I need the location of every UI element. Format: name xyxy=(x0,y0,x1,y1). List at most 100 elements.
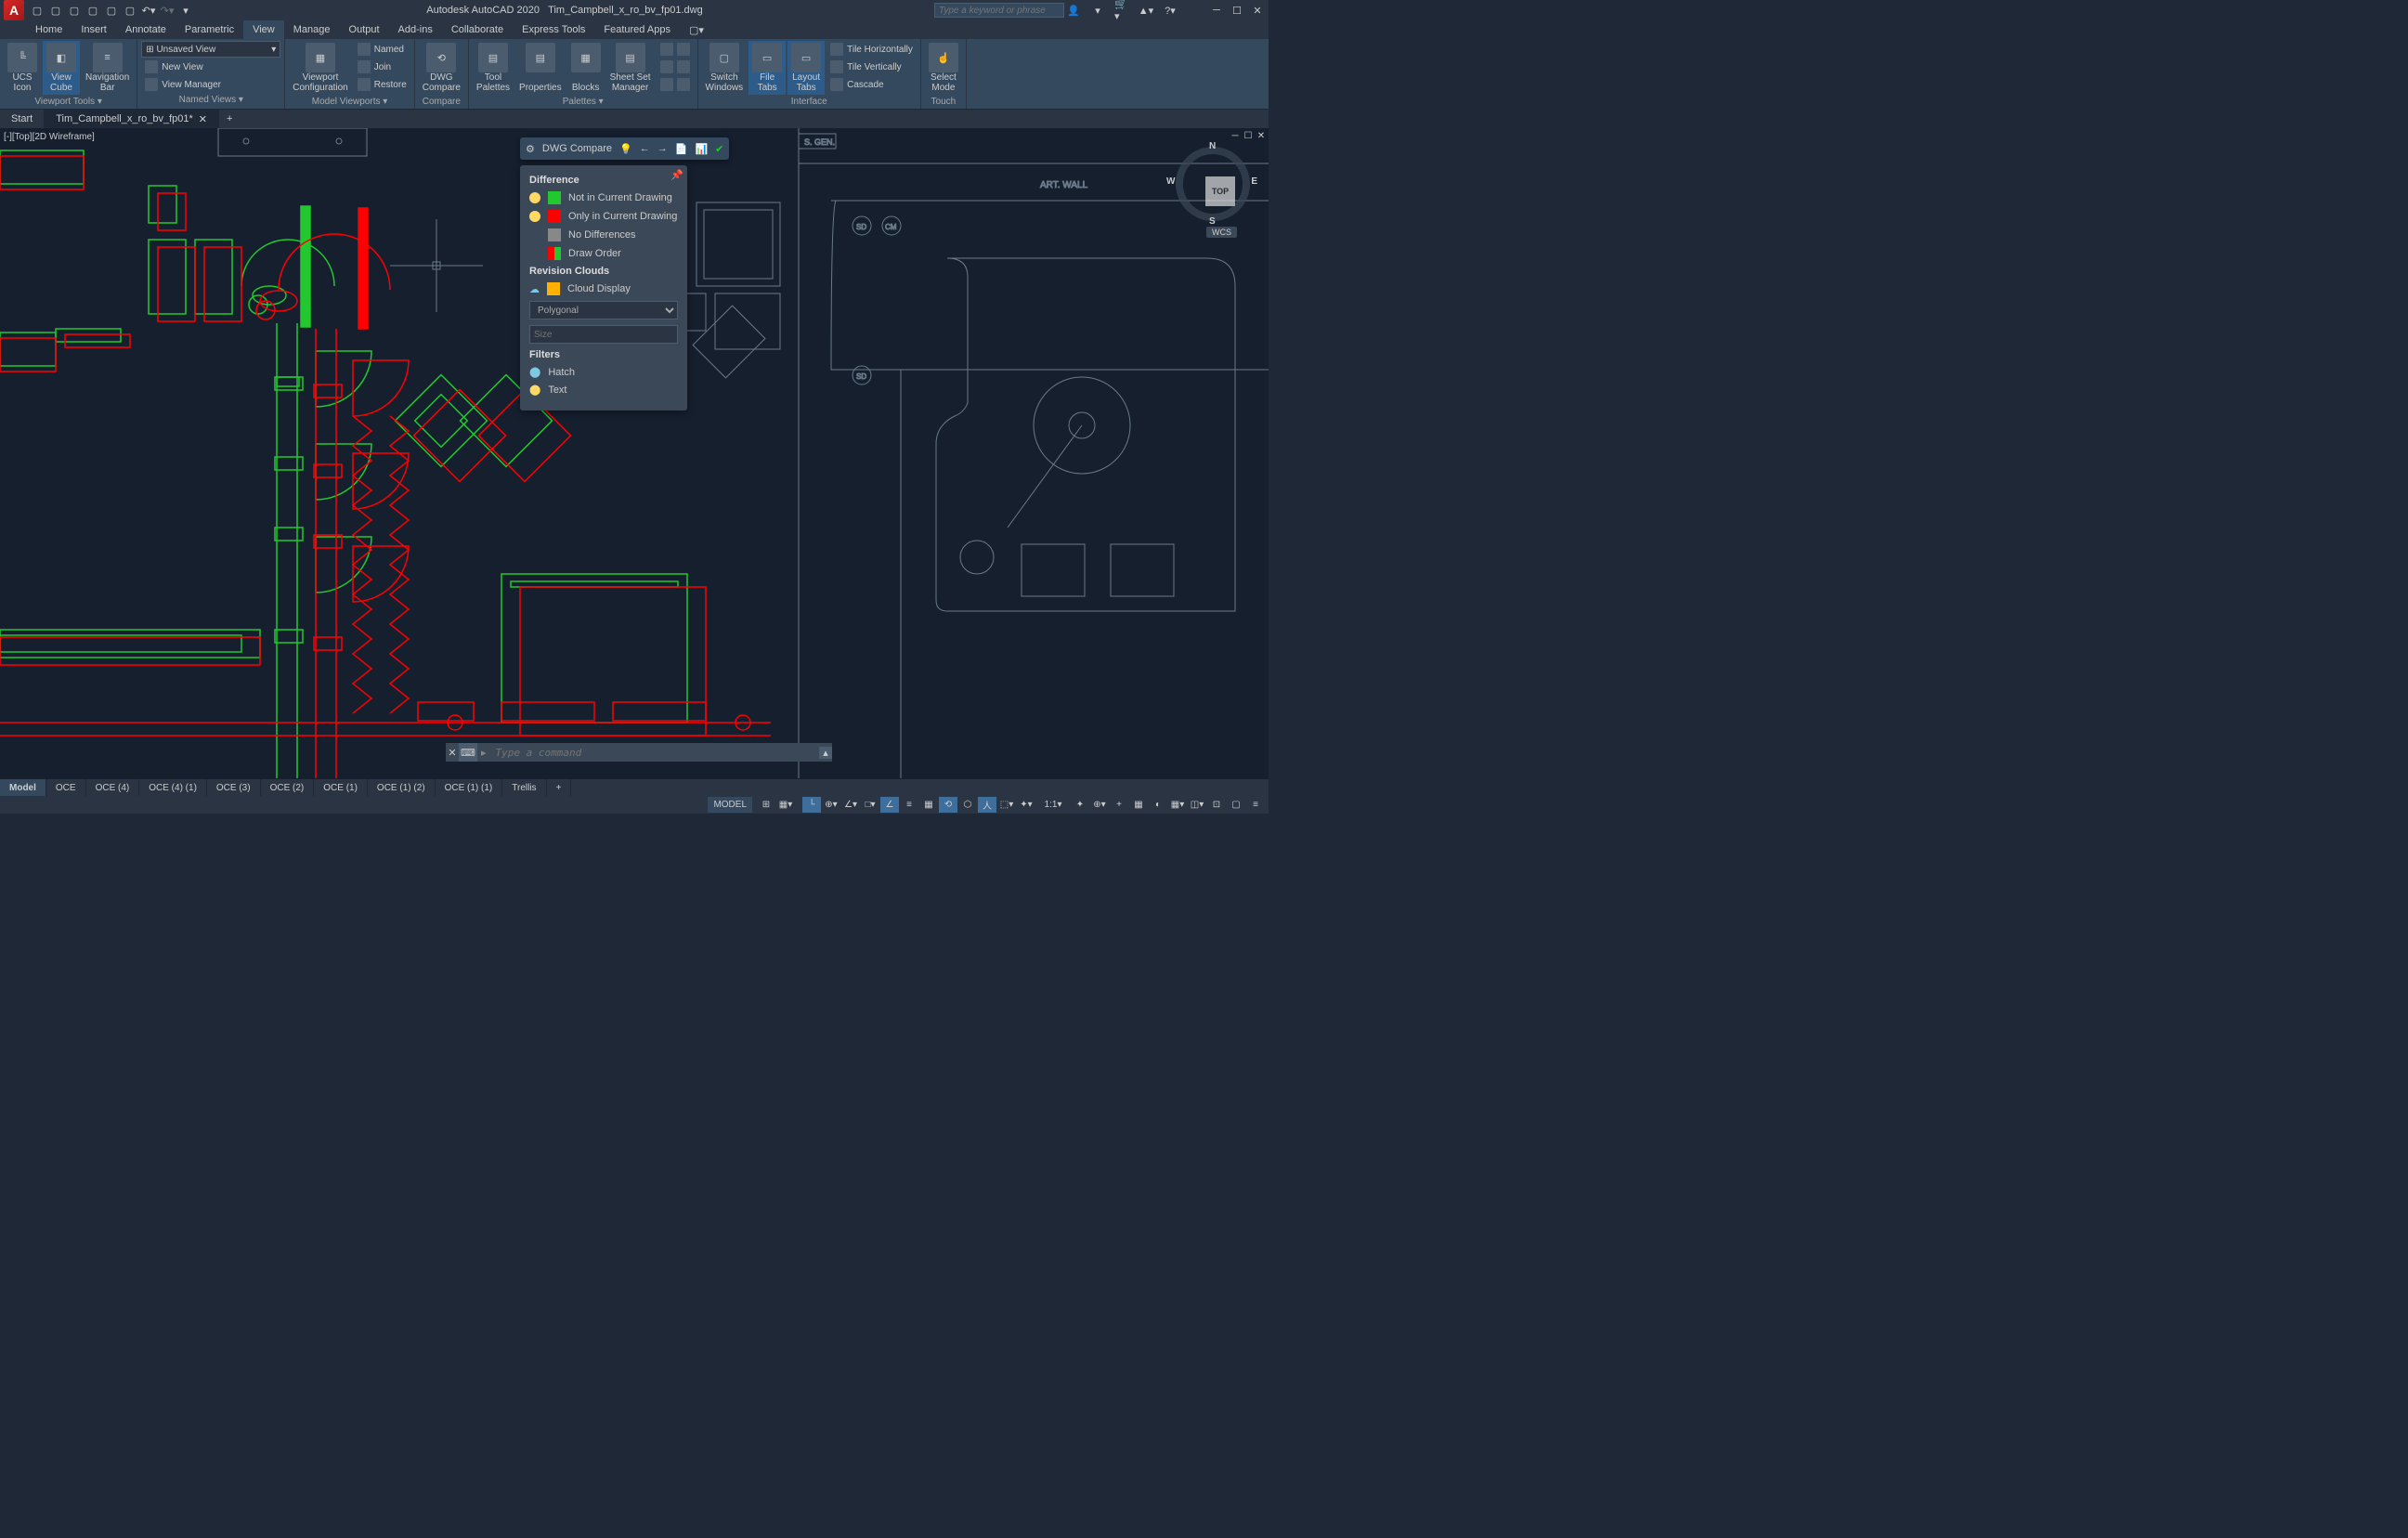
anno-vis-icon[interactable]: ✦ xyxy=(1071,797,1089,813)
bulb-icon[interactable] xyxy=(529,211,540,222)
layout-tab[interactable]: OCE (1) (2) xyxy=(368,779,436,796)
filter-icon[interactable]: ⬤ xyxy=(529,384,540,396)
viewport-config-button[interactable]: ▦ViewportConfiguration xyxy=(289,41,351,95)
layout-tab[interactable]: OCE (4) xyxy=(86,779,140,796)
layout-tab[interactable]: OCE (1) (1) xyxy=(436,779,503,796)
cmd-prompt-icon[interactable]: ⌨ xyxy=(459,743,477,762)
menu-tab-view[interactable]: View xyxy=(243,20,284,39)
qat-new-icon[interactable]: ▢ xyxy=(30,3,45,18)
panel-label[interactable]: Viewport Tools ▾ xyxy=(4,95,133,109)
gizmo-icon[interactable]: ✦▾ xyxy=(1017,797,1035,813)
window-minimize-button[interactable]: ─ xyxy=(1209,3,1224,18)
panel-label[interactable]: Named Views ▾ xyxy=(141,93,280,107)
next-arrow-icon[interactable]: → xyxy=(657,143,668,154)
quick-props-icon[interactable]: ◐ xyxy=(1149,797,1167,813)
help-icon[interactable]: ?▾ xyxy=(1163,3,1178,18)
layout-tabs-button[interactable]: ▭LayoutTabs xyxy=(787,41,825,95)
qat-plot-icon[interactable]: ▢ xyxy=(104,3,119,18)
menu-tab-extra[interactable]: ▢▾ xyxy=(680,20,713,39)
model-badge[interactable]: MODEL xyxy=(708,797,752,813)
menu-tab-parametric[interactable]: Parametric xyxy=(176,20,243,39)
layout-tab[interactable]: Model xyxy=(0,779,46,796)
view-manager-button[interactable]: View Manager xyxy=(141,76,280,93)
search-input[interactable] xyxy=(934,3,1064,18)
hw-accel-icon[interactable]: ⊡ xyxy=(1207,797,1226,813)
app-menu-icon[interactable]: ▲▾ xyxy=(1139,3,1153,18)
signin-icon[interactable]: 👤 xyxy=(1066,3,1081,18)
panel-label[interactable]: Model Viewports ▾ xyxy=(289,95,410,109)
pin-icon[interactable]: 📌 xyxy=(670,169,683,181)
file-tab-add-button[interactable]: + xyxy=(219,110,240,128)
menu-tab-annotate[interactable]: Annotate xyxy=(116,20,176,39)
sel-filter-icon[interactable]: ⬚▾ xyxy=(997,797,1016,813)
app-logo[interactable]: A xyxy=(4,0,24,20)
palette-sm-2[interactable] xyxy=(657,59,694,75)
customize-icon[interactable]: ≡ xyxy=(1246,797,1265,813)
cloud-icon[interactable]: ☁ xyxy=(529,283,540,295)
units-icon[interactable]: ▦ xyxy=(1129,797,1148,813)
select-mode-button[interactable]: ☝SelectMode xyxy=(925,41,962,95)
anno-monitor-icon[interactable]: + xyxy=(1110,797,1128,813)
qat-saveas-icon[interactable]: ▢ xyxy=(85,3,100,18)
dwg-compare-toolbar[interactable]: ⚙ DWG Compare 💡 ← → 📄 📊 ✔ xyxy=(520,137,729,160)
anno-scale[interactable]: 1:1▾ xyxy=(1036,797,1070,813)
check-icon[interactable]: ✔ xyxy=(715,143,723,155)
blocks-button[interactable]: ▦Blocks xyxy=(567,41,605,95)
file-tab-doc[interactable]: Tim_Campbell_x_ro_bv_fp01*✕ xyxy=(45,110,219,128)
account-icon[interactable]: ▾ xyxy=(1090,3,1105,18)
command-input[interactable] xyxy=(490,747,819,759)
prev-arrow-icon[interactable]: ← xyxy=(640,143,650,154)
window-maximize-button[interactable]: ☐ xyxy=(1230,3,1244,18)
polar-icon[interactable]: ⊕▾ xyxy=(822,797,840,813)
cart-icon[interactable]: 🛒▾ xyxy=(1114,3,1129,18)
qat-open-icon[interactable]: ▢ xyxy=(48,3,63,18)
cycling-icon[interactable]: ⟲ xyxy=(939,797,957,813)
cloud-shape-select[interactable]: Polygonal xyxy=(529,301,678,319)
layout-tab[interactable]: OCE (4) (1) xyxy=(139,779,207,796)
tile-h-button[interactable]: Tile Horizontally xyxy=(827,41,917,58)
gear-icon[interactable]: ⚙ xyxy=(526,143,535,155)
layout-tab-add[interactable]: + xyxy=(547,779,572,796)
menu-tab-express-tools[interactable]: Express Tools xyxy=(513,20,594,39)
close-icon[interactable]: ✕ xyxy=(199,113,207,125)
filter-icon[interactable]: ⬤ xyxy=(529,366,540,378)
ucs-icon-button[interactable]: ╚UCSIcon xyxy=(4,41,41,95)
window-close-button[interactable]: ✕ xyxy=(1250,3,1265,18)
layout-tab[interactable]: OCE (2) xyxy=(261,779,315,796)
grid-icon[interactable]: ⊞ xyxy=(757,797,775,813)
menu-tab-home[interactable]: Home xyxy=(26,20,72,39)
color-swatch[interactable] xyxy=(548,210,561,223)
qat-redo-icon[interactable]: ↷▾ xyxy=(160,3,175,18)
view-cube-button[interactable]: ◧ViewCube xyxy=(43,41,80,95)
dyn-ucs-icon[interactable]: 人 xyxy=(978,797,996,813)
ortho-icon[interactable]: └ xyxy=(802,797,821,813)
layout-tab[interactable]: OCE (3) xyxy=(207,779,261,796)
otrack-icon[interactable]: ∠ xyxy=(880,797,899,813)
drawing-area[interactable]: [-][Top][2D Wireframe] S. GEN. ART. WALL… xyxy=(0,128,1269,778)
viewcube-face[interactable]: TOP xyxy=(1205,176,1235,206)
lineweight-icon[interactable]: ≡ xyxy=(900,797,918,813)
qat-undo-icon[interactable]: ↶▾ xyxy=(141,3,156,18)
restore-vp-button[interactable]: Restore xyxy=(354,76,410,93)
qat-more-icon[interactable]: ▾ xyxy=(178,3,193,18)
lock-ui-icon[interactable]: ▦▾ xyxy=(1168,797,1187,813)
vp-minimize-button[interactable]: ─ xyxy=(1230,130,1241,141)
viewcube-w[interactable]: W xyxy=(1166,176,1175,187)
layout-tab[interactable]: Trellis xyxy=(502,779,546,796)
color-swatch[interactable] xyxy=(547,282,560,295)
command-line[interactable]: ✕ ⌨ ▸ ▴ xyxy=(446,743,832,762)
cmd-expand-icon[interactable]: ▴ xyxy=(819,747,832,759)
viewcube-s[interactable]: S xyxy=(1209,216,1216,227)
osnap-icon[interactable]: □▾ xyxy=(861,797,879,813)
iso-obj-icon[interactable]: ◫▾ xyxy=(1188,797,1206,813)
bulb-icon[interactable] xyxy=(529,192,540,203)
file-tab-start[interactable]: Start xyxy=(0,110,45,128)
menu-tab-featured-apps[interactable]: Featured Apps xyxy=(594,20,680,39)
iso-icon[interactable]: ∠▾ xyxy=(841,797,860,813)
palette-sm-1[interactable] xyxy=(657,41,694,58)
view-cube[interactable]: TOP N S E W xyxy=(1176,147,1250,221)
menu-tab-manage[interactable]: Manage xyxy=(284,20,340,39)
qat-save-icon[interactable]: ▢ xyxy=(67,3,82,18)
export-icon[interactable]: 📊 xyxy=(695,143,708,155)
new-view-button[interactable]: New View xyxy=(141,59,280,75)
